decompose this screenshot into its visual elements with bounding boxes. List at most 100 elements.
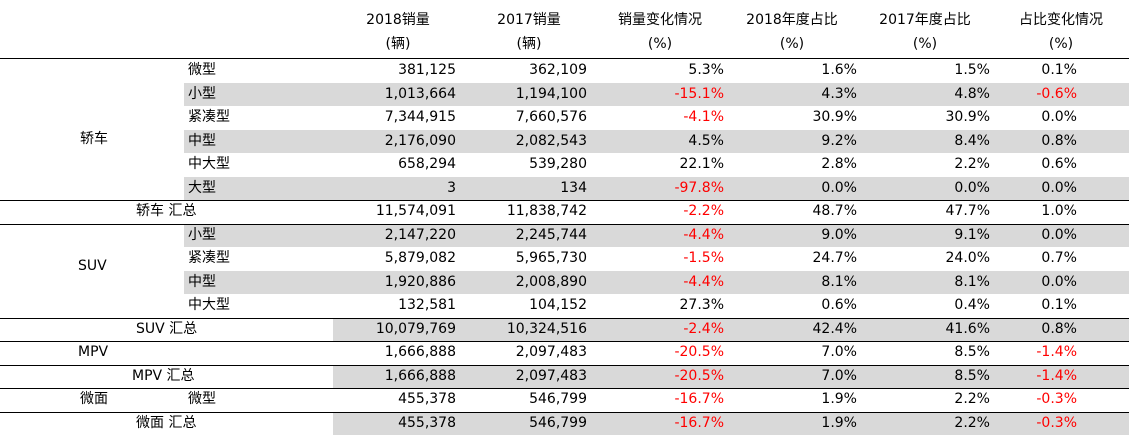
cell-2018-share: 7.0% — [821, 344, 857, 360]
header-2017-share: 2017年度占比 (%) — [879, 12, 971, 52]
cell-2017-share: 8.4% — [954, 132, 990, 149]
cell-share-change: 0.7% — [1041, 250, 1077, 266]
cell-share-change: -0.3% — [1036, 414, 1077, 431]
header-2017-sales: 2017销量 (辆) — [497, 12, 561, 52]
cell-2017-sales: 11,838,742 — [506, 203, 587, 219]
cell-2017-share: 0.0% — [954, 179, 990, 196]
row-shade — [184, 82, 1129, 106]
table-row: 小型 1,013,664 1,194,100 -15.1% 4.3% 4.8% -0.6% — [0, 82, 1129, 106]
cell-2017-sales: 362,109 — [529, 62, 587, 78]
total-row: 微面 汇总 455,378 546,799 -16.7% 1.9% 2.2% -0.3% — [0, 411, 1129, 435]
cell-2017-share: 9.1% — [954, 226, 990, 243]
row-shade — [333, 364, 1129, 388]
cell-share-change: 0.6% — [1041, 156, 1077, 172]
cell-share-change: 0.0% — [1041, 179, 1077, 196]
table-row: MPV 1,666,888 2,097,483 -20.5% 7.0% 8.5% -1.4% — [0, 341, 1129, 364]
cell-2018-sales: 1,013,664 — [384, 85, 456, 102]
cell-2018-share: 1.9% — [821, 391, 857, 407]
row-subtype-label: 小型 — [188, 226, 216, 243]
cell-2017-sales: 2,097,483 — [515, 344, 587, 360]
row-shade — [333, 411, 1129, 435]
table-row: 小型 2,147,220 2,245,744 -4.4% 9.0% 9.1% 0.0% — [0, 223, 1129, 247]
cell-share-change: 0.8% — [1041, 320, 1077, 337]
group-label-suv: SUV — [78, 258, 107, 274]
cell-2017-sales: 7,660,576 — [515, 109, 587, 125]
cell-2017-share: 30.9% — [945, 109, 990, 125]
group-label-sedan: 轿车 — [80, 131, 108, 147]
row-shade — [184, 129, 1129, 153]
header-2018-share: 2018年度占比 (%) — [746, 12, 838, 52]
row-divider — [0, 341, 1129, 342]
cell-2018-share: 24.7% — [812, 250, 857, 266]
cell-2017-sales: 10,324,516 — [506, 320, 587, 337]
cell-share-change: -0.3% — [1036, 391, 1077, 407]
row-divider — [0, 365, 1129, 366]
cell-sales-change: -16.7% — [674, 414, 724, 431]
total-row: MPV 汇总 1,666,888 2,097,483 -20.5% 7.0% 8.5% -1… — [0, 364, 1129, 388]
row-shade — [184, 223, 1129, 247]
cell-2018-share: 30.9% — [812, 109, 857, 125]
header-2018-sales: 2018销量 (辆) — [366, 12, 430, 52]
row-subtype-label: 中型 — [188, 132, 216, 149]
cell-2018-share: 2.8% — [821, 156, 857, 172]
cell-2017-share: 2.2% — [954, 414, 990, 431]
cell-share-change: 0.0% — [1041, 273, 1077, 290]
cell-2018-share: 8.1% — [821, 273, 857, 290]
cell-share-change: -0.6% — [1036, 85, 1077, 102]
cell-sales-change: -20.5% — [674, 367, 724, 384]
cell-sales-change: 22.1% — [679, 156, 724, 172]
row-category-label: MPV — [78, 344, 109, 360]
cell-share-change: 0.1% — [1041, 62, 1077, 78]
row-subtype-label: 中大型 — [188, 156, 230, 172]
row-category-label: 微面 — [80, 391, 108, 407]
row-category-label: SUV 汇总 — [136, 320, 198, 337]
row-category-label: MPV 汇总 — [132, 367, 195, 384]
cell-2018-share: 0.0% — [821, 179, 857, 196]
table-row: 大型 3 134 -97.8% 0.0% 0.0% 0.0% — [0, 176, 1129, 200]
cell-2018-sales: 1,920,886 — [384, 273, 456, 290]
table-row: 微型 381,125 362,109 5.3% 1.6% 1.5% 0.1% — [0, 59, 1129, 82]
cell-2017-sales: 546,799 — [529, 414, 587, 431]
cell-2017-share: 8.1% — [954, 273, 990, 290]
cell-2018-sales: 3 — [447, 179, 456, 196]
cell-2017-share: 41.6% — [945, 320, 990, 337]
cell-share-change: 0.0% — [1041, 109, 1077, 125]
row-shade — [184, 270, 1129, 294]
cell-share-change: 1.0% — [1041, 203, 1077, 219]
cell-2017-sales: 5,965,730 — [515, 250, 587, 266]
cell-2017-share: 1.5% — [954, 62, 990, 78]
row-category-label: 轿车 汇总 — [136, 203, 197, 219]
cell-2018-share: 9.2% — [821, 132, 857, 149]
row-subtype-label: 中大型 — [188, 297, 230, 313]
cell-2017-sales: 2,008,890 — [515, 273, 587, 290]
row-subtype-label: 微型 — [188, 62, 216, 78]
row-divider — [0, 388, 1129, 389]
cell-sales-change: -4.4% — [683, 273, 724, 290]
cell-2017-share: 8.5% — [954, 367, 990, 384]
row-category-label: 微面 汇总 — [136, 414, 197, 431]
row-divider — [0, 318, 1129, 319]
cell-2018-sales: 381,125 — [398, 62, 456, 78]
row-subtype-label: 中型 — [188, 273, 216, 290]
cell-share-change: 0.0% — [1041, 226, 1077, 243]
total-row: SUV 汇总 10,079,769 10,324,516 -2.4% 42.4% 41.6… — [0, 317, 1129, 341]
cell-2017-share: 2.2% — [954, 391, 990, 407]
cell-2017-sales: 2,082,543 — [515, 132, 587, 149]
cell-2017-share: 47.7% — [945, 203, 990, 219]
cell-sales-change: 4.5% — [688, 132, 724, 149]
cell-2018-share: 42.4% — [812, 320, 857, 337]
cell-2018-sales: 1,666,888 — [384, 367, 456, 384]
cell-sales-change: -2.2% — [683, 203, 724, 219]
header-sales-change: 销量变化情况 (%) — [618, 12, 702, 52]
row-shade — [184, 176, 1129, 200]
cell-2018-share: 9.0% — [821, 226, 857, 243]
cell-2017-sales: 104,152 — [529, 297, 587, 313]
cell-share-change: -1.4% — [1036, 344, 1077, 360]
cell-sales-change: -20.5% — [674, 344, 724, 360]
cell-sales-change: 5.3% — [688, 62, 724, 78]
cell-2018-share: 7.0% — [821, 367, 857, 384]
cell-share-change: 0.1% — [1041, 297, 1077, 313]
row-subtype-label: 紧凑型 — [188, 109, 230, 125]
cell-2018-sales: 2,176,090 — [384, 132, 456, 149]
